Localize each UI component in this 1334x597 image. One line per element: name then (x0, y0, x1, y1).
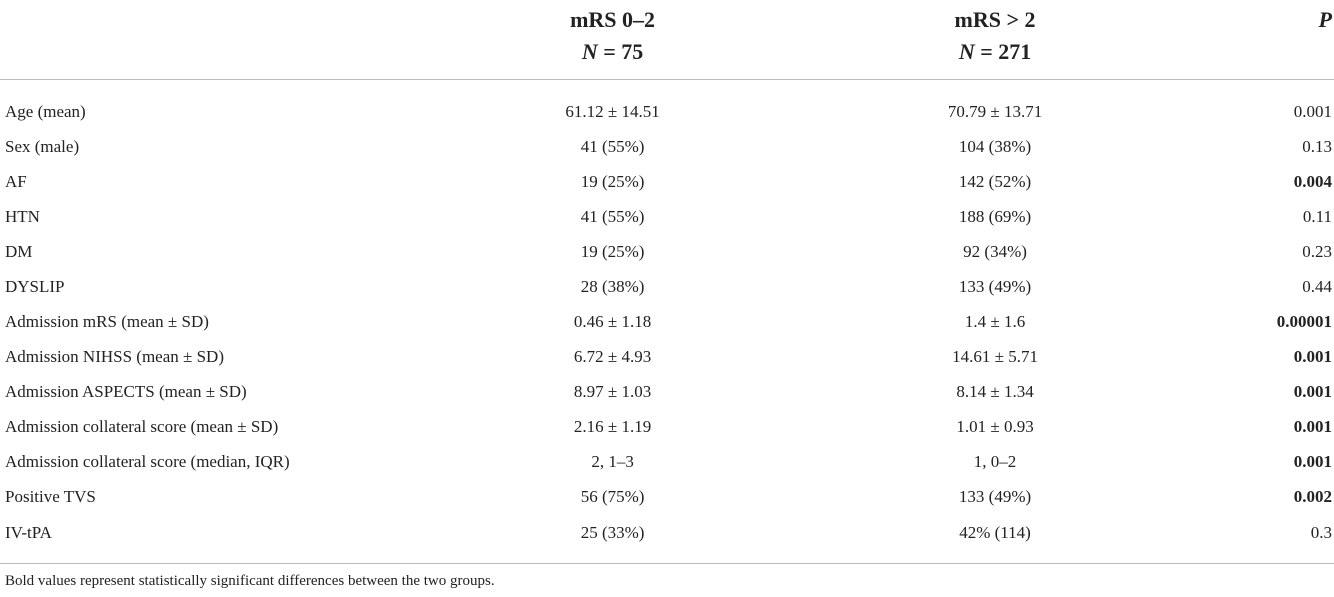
cell-p-value: 0.001 (1293, 452, 1332, 471)
table-row: Admission collateral score (mean ± SD) 2.… (0, 409, 1334, 444)
header-group-b: mRS > 2 N = 271 (801, 0, 1189, 80)
comparison-table: mRS 0–2 N = 75 mRS > 2 N = 271 P Age (me… (0, 0, 1334, 551)
cell-p-value: 0.44 (1302, 277, 1332, 296)
table-header-row: mRS 0–2 N = 75 mRS > 2 N = 271 P (0, 0, 1334, 80)
header-group-a-n-symbol: N (581, 39, 598, 64)
row-label: Admission NIHSS (mean ± SD) (5, 347, 224, 366)
cell-p-value: 0.00001 (1276, 312, 1332, 331)
cell-group-b: 42% (114) (959, 522, 1031, 542)
cell-group-a: 61.12 ± 14.51 (565, 102, 660, 121)
cell-group-b: 1.01 ± 0.93 (956, 417, 1034, 436)
cell-group-a: 19 (25%) (580, 242, 645, 261)
row-label: IV-tPA (5, 522, 52, 542)
header-group-b-n-value: = 271 (974, 39, 1032, 64)
header-group-b-name: mRS > 2 (954, 7, 1036, 32)
row-label: Sex (male) (5, 137, 80, 156)
cell-group-a: 19 (25%) (580, 172, 645, 191)
header-p-symbol: P (1318, 7, 1332, 32)
row-label: DM (5, 242, 33, 261)
cell-p-value: 0.004 (1293, 172, 1332, 191)
table-body: Age (mean) 61.12 ± 14.51 70.79 ± 13.71 0.00… (0, 80, 1334, 551)
cell-group-b: 8.14 ± 1.34 (956, 382, 1034, 401)
cell-p-value: 0.23 (1302, 242, 1332, 261)
cell-group-a: 56 (75%) (580, 487, 645, 506)
row-label: Admission ASPECTS (mean ± SD) (5, 382, 247, 401)
cell-p-value: 0.13 (1302, 137, 1332, 156)
cell-group-b: 1, 0–2 (973, 452, 1017, 471)
cell-group-b: 142 (52%) (958, 172, 1032, 191)
table-row: Sex (male) 41 (55%) 104 (38%) 0.13 (0, 129, 1334, 164)
header-group-a-name: mRS 0–2 (570, 7, 656, 32)
table-row: DYSLIP 28 (38%) 133 (49%) 0.44 (0, 269, 1334, 304)
cell-group-a: 0.46 ± 1.18 (573, 312, 652, 331)
header-p-value: P (1188, 0, 1334, 80)
table-row: Positive TVS 56 (75%) 133 (49%) 0.002 (0, 479, 1334, 514)
cell-group-b: 104 (38%) (958, 137, 1032, 156)
cell-group-b: 188 (69%) (958, 207, 1032, 226)
cell-p-value: 0.3 (1310, 522, 1332, 542)
row-label: Admission mRS (mean ± SD) (5, 312, 209, 331)
cell-group-a: 41 (55%) (580, 137, 645, 156)
cell-p-value: 0.001 (1293, 417, 1332, 436)
cell-group-a: 2.16 ± 1.19 (573, 417, 652, 436)
row-label: Age (mean) (5, 102, 86, 121)
cell-p-value: 0.001 (1293, 382, 1332, 401)
cell-p-value: 0.002 (1293, 487, 1332, 506)
table-row: DM 19 (25%) 92 (34%) 0.23 (0, 234, 1334, 269)
table-footnote: Bold values represent statistically sign… (5, 573, 495, 589)
header-group-a: mRS 0–2 N = 75 (423, 0, 802, 80)
row-label: Admission collateral score (mean ± SD) (5, 417, 279, 436)
row-label: DYSLIP (5, 277, 65, 296)
header-group-a-count: N = 75 (424, 36, 802, 68)
cell-group-b: 14.61 ± 5.71 (952, 347, 1038, 366)
cell-group-b: 70.79 ± 13.71 (947, 102, 1043, 121)
cell-p-value: 0.001 (1293, 347, 1332, 366)
header-group-a-n-value: = 75 (597, 39, 644, 64)
table-row: Admission mRS (mean ± SD) 0.46 ± 1.18 1.4 … (0, 304, 1334, 339)
cell-p-value: 0.11 (1302, 207, 1332, 226)
table-row: AF 19 (25%) 142 (52%) 0.004 (0, 164, 1334, 199)
cell-group-a: 28 (38%) (580, 277, 645, 296)
table-row: HTN 41 (55%) 188 (69%) 0.11 (0, 199, 1334, 234)
row-label: HTN (5, 207, 40, 226)
cell-group-a: 6.72 ± 4.93 (573, 347, 652, 366)
cell-group-b: 1.4 ± 1.6 (964, 312, 1026, 331)
cell-group-b: 133 (49%) (958, 487, 1032, 506)
table-bottom-rule (0, 563, 1334, 564)
cell-group-a: 2, 1–3 (591, 452, 634, 471)
header-group-b-n-symbol: N (958, 39, 975, 64)
table-row: Admission ASPECTS (mean ± SD) 8.97 ± 1.03… (0, 374, 1334, 409)
table-row: Admission collateral score (median, IQR)… (0, 444, 1334, 479)
row-label: Admission collateral score (median, IQR) (5, 452, 290, 471)
cell-group-a: 8.97 ± 1.03 (573, 382, 652, 401)
row-label: Positive TVS (5, 487, 96, 506)
table-row: Age (mean) 61.12 ± 14.51 70.79 ± 13.71 0.00… (0, 80, 1334, 130)
table-row: IV-tPA 25 (33%) 42% (114) 0.3 (0, 514, 1334, 550)
table-row: Admission NIHSS (mean ± SD) 6.72 ± 4.93 14… (0, 339, 1334, 374)
cell-group-b: 92 (34%) (963, 242, 1027, 261)
cell-group-a: 25 (33%) (580, 522, 645, 542)
row-label: AF (5, 172, 27, 191)
cell-group-b: 133 (49%) (958, 277, 1032, 296)
header-label (0, 0, 424, 80)
header-group-b-count: N = 271 (801, 36, 1188, 68)
cell-group-a: 41 (55%) (580, 207, 645, 226)
cell-p-value: 0.001 (1293, 102, 1332, 121)
